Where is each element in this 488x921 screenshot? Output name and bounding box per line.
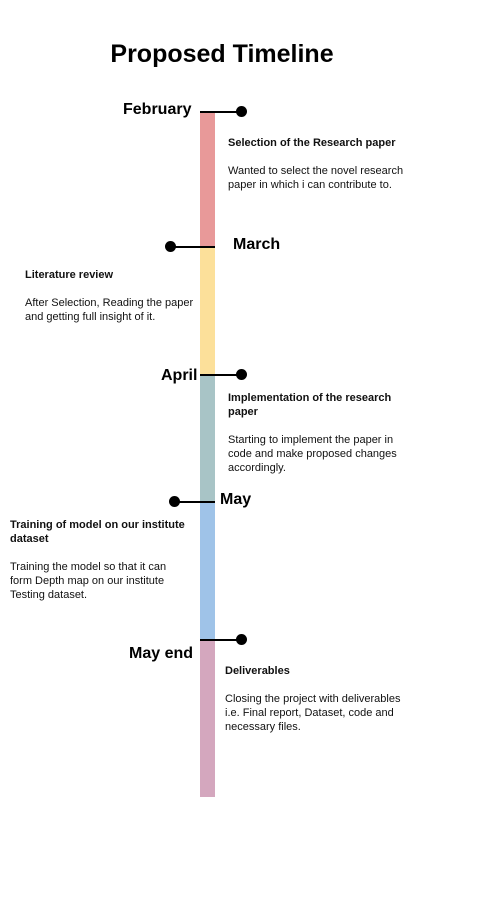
milestone-heading: Literature review (25, 269, 114, 281)
page-title: Proposed Timeline (110, 40, 334, 68)
milestone-dot (236, 106, 247, 117)
milestone-card-march: Literature review After Selection, Readi… (25, 268, 210, 324)
milestone-heading: Deliverables (225, 665, 290, 677)
milestone-card-february: Selection of the Research paper Wanted t… (228, 136, 408, 192)
timeline-segment-may (200, 502, 215, 640)
timeline-segment-april (200, 374, 215, 502)
milestone-description: Wanted to select the novel research pape… (228, 165, 404, 191)
milestone-month-april: April (161, 367, 198, 384)
milestone-month-february: February (123, 101, 192, 118)
milestone-heading: Selection of the Research paper (228, 137, 396, 149)
milestone-connector (170, 246, 215, 248)
milestone-description: Training the model so that it can form D… (10, 561, 167, 601)
timeline-segment-may-end (200, 640, 215, 797)
milestone-description: Closing the project with deliverables i.… (225, 693, 401, 733)
milestone-connector (200, 639, 242, 641)
milestone-description: After Selection, Reading the paper and g… (25, 297, 194, 323)
milestone-card-april: Implementation of the research paper Sta… (228, 391, 413, 475)
milestone-description: Starting to implement the paper in code … (228, 434, 397, 474)
milestone-connector (200, 111, 242, 113)
milestone-dot (236, 369, 247, 380)
milestone-card-may: Training of model on our institute datas… (10, 518, 190, 602)
milestone-heading: Implementation of the research paper (228, 392, 392, 418)
timeline-segment-march (200, 247, 215, 374)
milestone-month-march: March (233, 236, 281, 253)
milestone-dot (169, 496, 180, 507)
milestone-heading: Training of model on our institute datas… (10, 519, 185, 545)
timeline-segment-february (200, 112, 215, 247)
milestone-month-may: May (220, 491, 252, 508)
milestone-connector (200, 374, 242, 376)
milestone-month-may-end: May end (129, 645, 194, 662)
milestone-dot (236, 634, 247, 645)
milestone-connector (174, 501, 215, 503)
milestone-card-may-end: Deliverables Closing the project with de… (225, 664, 410, 734)
milestone-dot (165, 241, 176, 252)
